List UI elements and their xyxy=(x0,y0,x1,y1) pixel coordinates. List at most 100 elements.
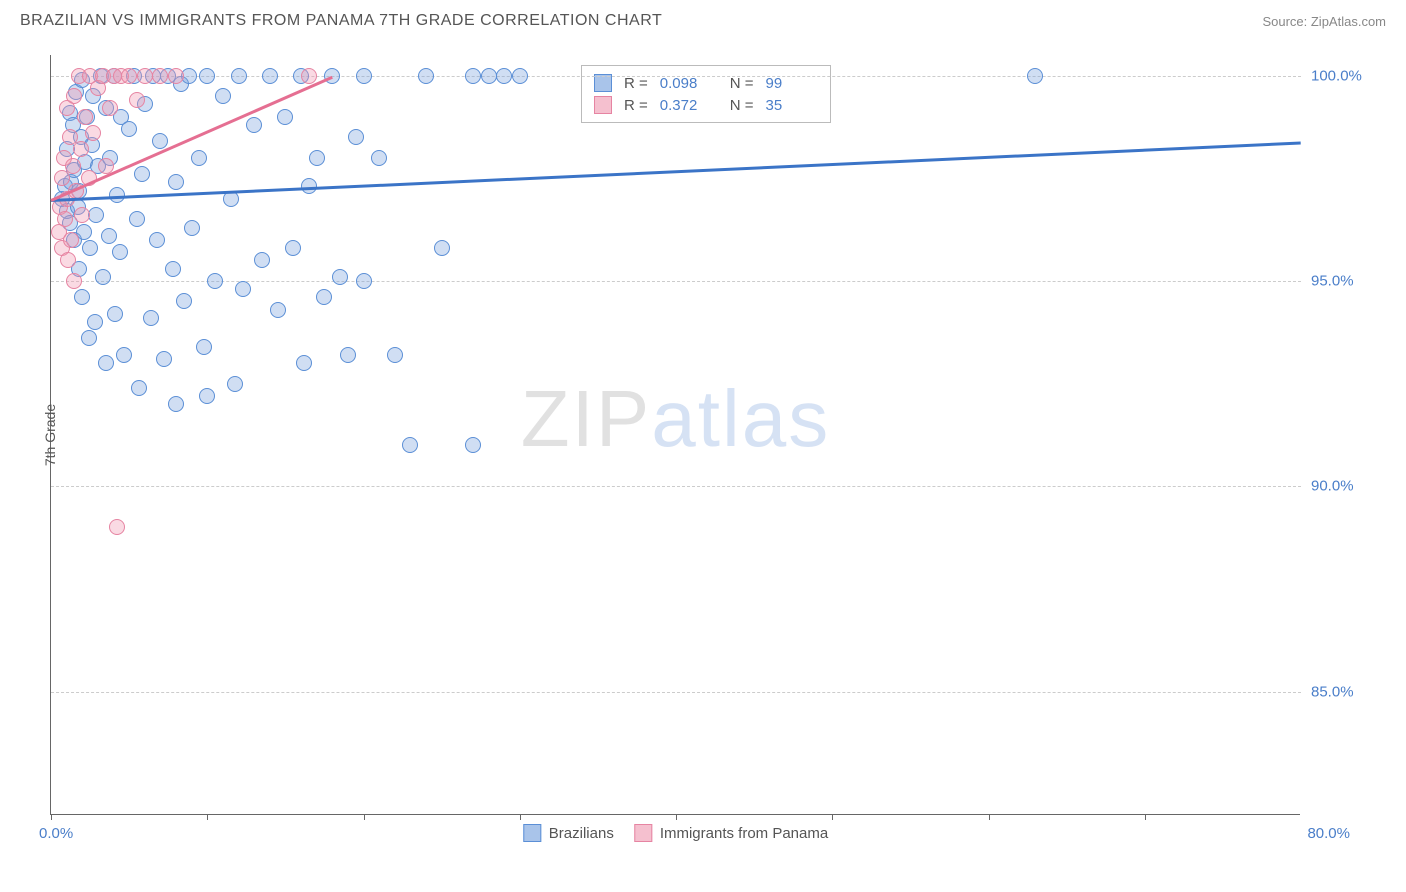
y-axis-label: 90.0% xyxy=(1311,478,1354,495)
y-axis-label: 100.0% xyxy=(1311,67,1362,84)
legend-r-value: 0.098 xyxy=(660,75,712,92)
x-tick xyxy=(520,814,521,820)
data-point xyxy=(227,376,243,392)
data-point xyxy=(107,306,123,322)
legend-swatch xyxy=(634,824,652,842)
chart-container: 7th Grade ZIPatlas 0.0% 80.0% R =0.098N … xyxy=(50,55,1390,815)
legend-series-name: Immigrants from Panama xyxy=(660,825,828,842)
data-point xyxy=(207,273,223,289)
data-point xyxy=(1027,68,1043,84)
data-point xyxy=(60,252,76,268)
correlation-legend: R = 0.098 N = 99 R = 0.372 N = 35 xyxy=(581,65,831,123)
data-point xyxy=(129,211,145,227)
data-point xyxy=(65,158,81,174)
chart-title: BRAZILIAN VS IMMIGRANTS FROM PANAMA 7TH … xyxy=(20,12,662,30)
data-point xyxy=(81,330,97,346)
data-point xyxy=(82,240,98,256)
data-point xyxy=(512,68,528,84)
series-legend: Brazilians Immigrants from Panama xyxy=(523,824,828,842)
data-point xyxy=(277,109,293,125)
data-point xyxy=(332,269,348,285)
x-tick xyxy=(51,814,52,820)
y-axis-title: 7th Grade xyxy=(42,403,58,465)
data-point xyxy=(309,150,325,166)
data-point xyxy=(121,121,137,137)
data-point xyxy=(402,437,418,453)
data-point xyxy=(418,68,434,84)
data-point xyxy=(74,207,90,223)
data-point xyxy=(235,281,251,297)
data-point xyxy=(434,240,450,256)
legend-r-value: 0.372 xyxy=(660,97,712,114)
data-point xyxy=(348,129,364,145)
data-point xyxy=(316,289,332,305)
data-point xyxy=(199,68,215,84)
legend-item: Immigrants from Panama xyxy=(634,824,828,842)
y-axis-label: 95.0% xyxy=(1311,272,1354,289)
data-point xyxy=(340,347,356,363)
data-point xyxy=(131,380,147,396)
data-point xyxy=(112,244,128,260)
data-point xyxy=(168,68,184,84)
legend-r-label: R = xyxy=(624,97,648,114)
legend-item: Brazilians xyxy=(523,824,614,842)
data-point xyxy=(87,314,103,330)
data-point xyxy=(254,252,270,268)
data-point xyxy=(496,68,512,84)
legend-swatch xyxy=(594,96,612,114)
data-point xyxy=(191,150,207,166)
data-point xyxy=(296,355,312,371)
legend-n-value: 99 xyxy=(766,75,818,92)
data-point xyxy=(262,68,278,84)
legend-n-value: 35 xyxy=(766,97,818,114)
data-point xyxy=(152,133,168,149)
y-axis-label: 85.0% xyxy=(1311,683,1354,700)
data-point xyxy=(465,437,481,453)
data-point xyxy=(465,68,481,84)
data-point xyxy=(168,396,184,412)
data-point xyxy=(137,68,153,84)
data-point xyxy=(176,293,192,309)
data-point xyxy=(98,355,114,371)
legend-n-label: N = xyxy=(730,75,754,92)
data-point xyxy=(57,211,73,227)
x-axis-label-min: 0.0% xyxy=(39,825,73,842)
x-tick xyxy=(832,814,833,820)
data-point xyxy=(54,170,70,186)
data-point xyxy=(88,207,104,223)
trend-line xyxy=(51,141,1301,201)
data-point xyxy=(143,310,159,326)
data-point xyxy=(116,347,132,363)
data-point xyxy=(73,141,89,157)
data-point xyxy=(63,232,79,248)
data-point xyxy=(95,269,111,285)
data-point xyxy=(156,351,172,367)
data-point xyxy=(152,68,168,84)
data-point xyxy=(285,240,301,256)
data-point xyxy=(196,339,212,355)
data-point xyxy=(129,92,145,108)
data-point xyxy=(77,109,93,125)
x-tick xyxy=(364,814,365,820)
data-point xyxy=(481,68,497,84)
data-point xyxy=(66,88,82,104)
gridline-h xyxy=(51,486,1301,487)
legend-row: R = 0.372 N = 35 xyxy=(594,94,818,116)
legend-series-name: Brazilians xyxy=(549,825,614,842)
legend-swatch xyxy=(523,824,541,842)
data-point xyxy=(168,174,184,190)
data-point xyxy=(324,68,340,84)
plot-area: 7th Grade ZIPatlas 0.0% 80.0% R =0.098N … xyxy=(50,55,1300,815)
x-tick xyxy=(1145,814,1146,820)
data-point xyxy=(184,220,200,236)
legend-n-label: N = xyxy=(730,97,754,114)
data-point xyxy=(301,68,317,84)
data-point xyxy=(356,68,372,84)
data-point xyxy=(85,125,101,141)
data-point xyxy=(101,228,117,244)
data-point xyxy=(74,289,90,305)
x-tick xyxy=(676,814,677,820)
data-point xyxy=(102,100,118,116)
data-point xyxy=(371,150,387,166)
data-point xyxy=(165,261,181,277)
